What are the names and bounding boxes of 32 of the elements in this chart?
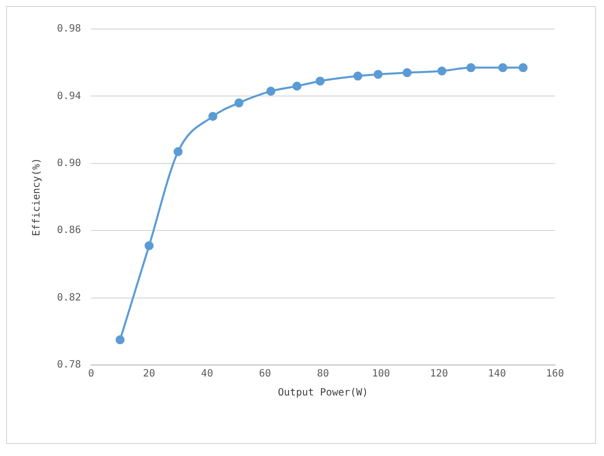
x-tick-label: 140 (488, 368, 506, 380)
y-tick-label: 0.94 (56, 90, 82, 102)
point (292, 82, 302, 91)
x-axis-title: Output Power(W) (278, 388, 368, 399)
point (374, 70, 383, 79)
y-tick-label: 0.82 (56, 292, 82, 304)
x-tick-label: 20 (143, 368, 156, 380)
x-tick-label: 100 (372, 368, 390, 380)
y-tick-label: 0.98 (56, 24, 82, 35)
point (316, 76, 325, 86)
point (466, 63, 476, 72)
x-tick-label: 160 (546, 368, 564, 380)
point (144, 241, 154, 250)
point (498, 63, 508, 72)
y-tick-label: 0.78 (56, 360, 82, 371)
y-tick-label: 0.86 (56, 225, 82, 236)
point (266, 86, 276, 96)
x-tick-label: 80 (317, 368, 330, 380)
x-tick-label: 40 (201, 368, 214, 380)
x-tick-label: 0 (88, 368, 94, 380)
x-tick-label: 60 (259, 368, 272, 380)
point (402, 68, 412, 78)
point (174, 147, 183, 156)
point (437, 66, 446, 76)
point (234, 98, 244, 108)
point (518, 63, 528, 72)
x-tick-label: 120 (430, 368, 448, 380)
point (353, 72, 362, 81)
point (116, 335, 125, 344)
y-tick-label: 0.90 (56, 158, 82, 169)
y-axis-title: Efficiency(%) (32, 158, 43, 236)
point (208, 112, 218, 121)
